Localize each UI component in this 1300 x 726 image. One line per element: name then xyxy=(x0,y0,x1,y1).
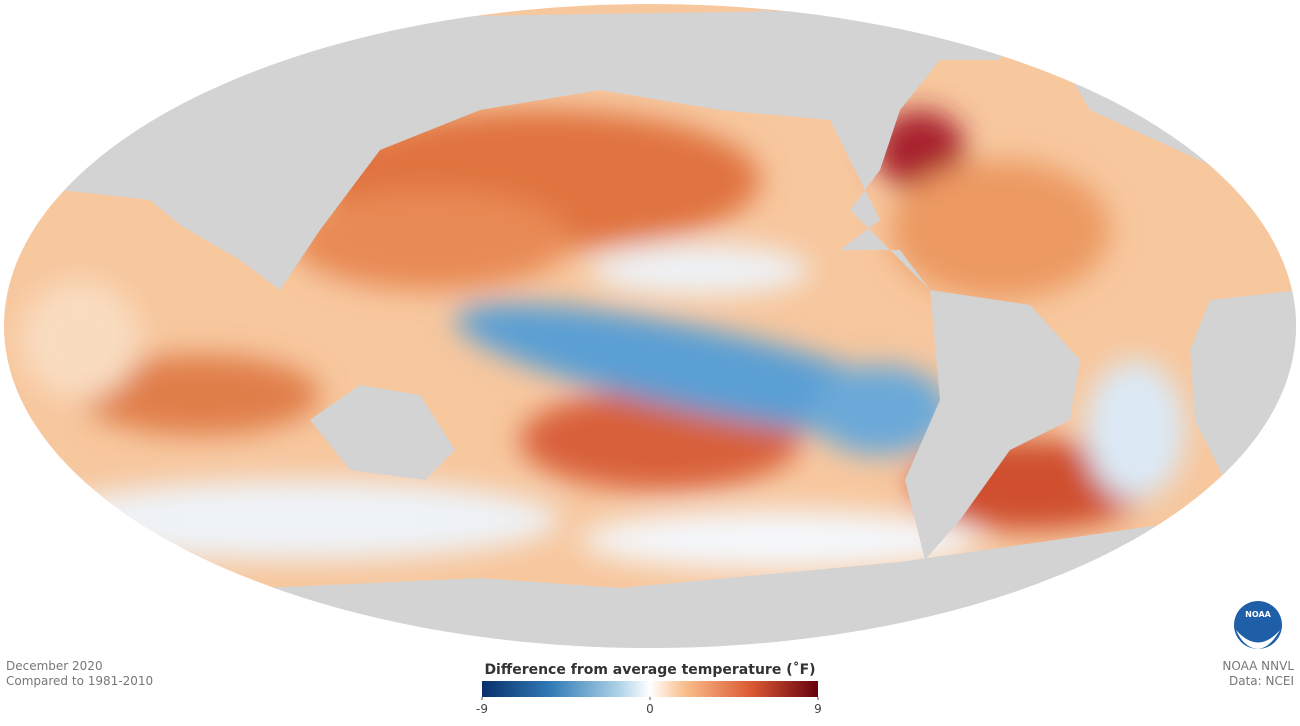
colorbar-ticks: -9 0 9 xyxy=(476,697,822,716)
baseline-label: Compared to 1981-2010 xyxy=(6,674,153,688)
data-label: Data: NCEI xyxy=(1229,674,1294,688)
anomaly-field xyxy=(20,110,1185,570)
colorbar-tick-label: 0 xyxy=(646,702,654,716)
source-label: NOAA NNVL xyxy=(1222,659,1294,673)
date-label: December 2020 xyxy=(6,659,103,673)
colorbar-title: Difference from average temperature (˚F) xyxy=(484,661,815,678)
logo-text: NOAA xyxy=(1245,610,1271,619)
noaa-logo: NOAA xyxy=(1234,601,1282,649)
colorbar xyxy=(482,681,818,697)
colorbar-tick-label: 9 xyxy=(814,702,822,716)
colorbar-tick-label: -9 xyxy=(476,702,488,716)
